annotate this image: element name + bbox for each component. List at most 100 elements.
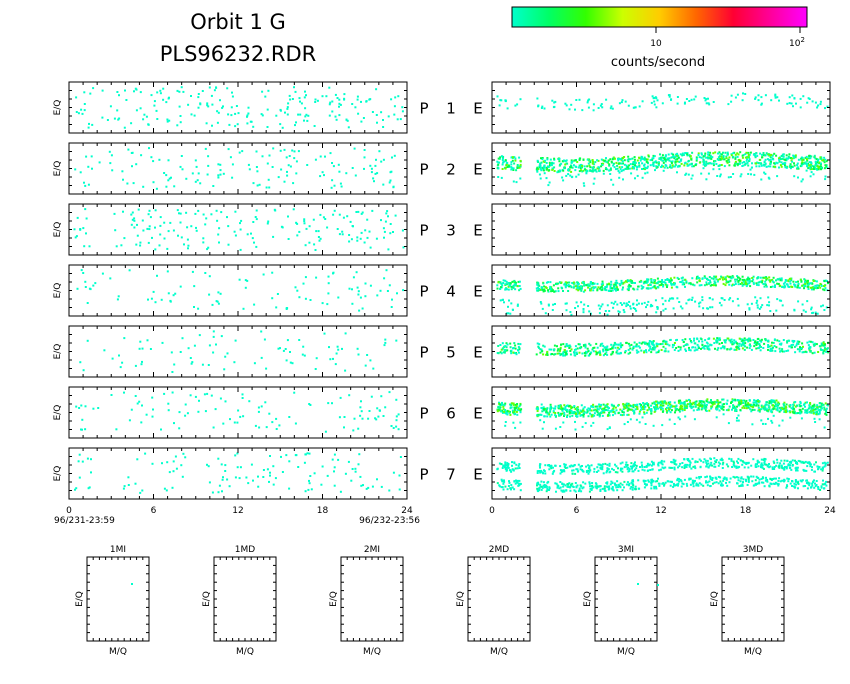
small-panel-xlabel: M/Q — [236, 647, 254, 657]
small-panel-ylabel: E/Q — [583, 591, 593, 607]
row-label-e-7: E — [473, 466, 482, 484]
start-time-label: 96/231-23:59 — [54, 516, 115, 526]
small-panel-title: 1MD — [235, 545, 255, 555]
title-line-1: Orbit 1 G — [190, 10, 286, 34]
row-label-e-6: E — [473, 405, 482, 423]
right-heatmap-6 — [496, 398, 829, 430]
small-panel-xlabel: M/Q — [363, 647, 381, 657]
small-panel-title: 3MD — [743, 545, 763, 555]
left-xtick-0: 0 — [66, 506, 72, 516]
small-panel-title: 2MI — [364, 545, 380, 555]
right-heatmap-2 — [496, 151, 828, 187]
row-label-e-3: E — [473, 222, 482, 240]
row-label-num-6: 6 — [446, 405, 456, 423]
right-heatmap-1 — [497, 92, 829, 111]
small-panel-title: 3MI — [618, 545, 634, 555]
left-heatmap-4 — [77, 269, 405, 312]
row-label-p-5: P — [419, 344, 428, 362]
row-label-e-1: E — [473, 100, 482, 118]
end-time-label: 96/232-23:56 — [359, 516, 420, 526]
row-label-p-7: P — [419, 466, 428, 484]
left-xtick-12: 12 — [232, 506, 243, 516]
row-label-p-3: P — [419, 222, 428, 240]
small-panel-ylabel: E/Q — [456, 591, 466, 607]
colorbar-label-10: 10 — [650, 39, 662, 49]
left-heatmap-6 — [75, 391, 399, 433]
right-heatmap-7 — [496, 457, 829, 493]
right-panel-3 — [492, 204, 830, 255]
row-label-e-5: E — [473, 344, 482, 362]
small-panel-ylabel: E/Q — [329, 591, 339, 607]
left-panel-7 — [69, 448, 407, 499]
small-panel-frame — [87, 557, 149, 641]
small-panel-frame — [341, 557, 403, 641]
left-ylabel-5: E/Q — [53, 344, 63, 360]
left-xtick-18: 18 — [317, 506, 329, 516]
small-panel-xlabel: M/Q — [109, 647, 127, 657]
colorbar-gradient — [512, 7, 807, 27]
row-label-num-5: 5 — [446, 344, 456, 362]
right-xtick-6: 6 — [574, 506, 580, 516]
right-heatmap-5 — [497, 337, 829, 357]
row-label-p-1: P — [419, 100, 428, 118]
left-ylabel-1: E/Q — [53, 100, 63, 116]
left-ylabel-2: E/Q — [53, 161, 63, 177]
right-xtick-24: 24 — [824, 506, 836, 516]
colorbar-label-100: 102 — [789, 36, 805, 49]
left-xtick-24: 24 — [401, 506, 413, 516]
row-label-p-4: P — [419, 283, 428, 301]
small-panel-frame — [214, 557, 276, 641]
small-panel-frame — [595, 557, 657, 641]
row-label-num-2: 2 — [446, 161, 456, 179]
left-heatmap-7 — [74, 452, 402, 494]
row-label-num-3: 3 — [446, 222, 456, 240]
small-panel-title: 2MD — [489, 545, 509, 555]
x-axes: 0 0 6 6 12 12 18 18 24 24 96/231-23:59 96/232-23:56 — [54, 506, 836, 526]
left-ylabel-4: E/Q — [53, 283, 63, 299]
small-panel-frame — [468, 557, 530, 641]
title-line-2: PLS96232.RDR — [160, 42, 317, 66]
row-label-num-1: 1 — [446, 100, 456, 118]
small-panel-ylabel: E/Q — [202, 591, 212, 607]
left-panel-6 — [69, 387, 407, 438]
left-heatmap-2 — [74, 147, 396, 190]
left-xtick-6: 6 — [151, 506, 157, 516]
left-ylabel-3: E/Q — [53, 222, 63, 238]
colorbar-title: counts/second — [611, 55, 705, 70]
right-xtick-12: 12 — [655, 506, 666, 516]
small-panel-2md: 2MD M/Q E/Q — [456, 545, 530, 657]
left-ylabel-6: E/Q — [53, 405, 63, 421]
row-label-e-4: E — [473, 283, 482, 301]
row-label-p-6: P — [419, 405, 428, 423]
small-panel-xlabel: M/Q — [617, 647, 635, 657]
row-label-e-2: E — [473, 161, 482, 179]
right-xtick-18: 18 — [740, 506, 752, 516]
small-panel-xlabel: M/Q — [490, 647, 508, 657]
small-panel-3mi: 3MI M/Q E/Q — [583, 545, 659, 657]
small-panel-1md: 1MD M/Q E/Q — [202, 545, 276, 657]
row-label-p-2: P — [419, 161, 428, 179]
row-label-num-4: 4 — [446, 283, 456, 301]
small-panel-ylabel: E/Q — [75, 591, 85, 607]
left-panel-2 — [69, 143, 407, 194]
right-xtick-0: 0 — [489, 506, 495, 516]
colorbar: 10 102 counts/second — [512, 7, 807, 70]
left-heatmap-1 — [75, 86, 404, 129]
left-panel-5 — [69, 326, 407, 377]
left-heatmap-5 — [79, 330, 397, 373]
small-panel-2mi: 2MI M/Q E/Q — [329, 545, 403, 657]
left-ylabel-7: E/Q — [53, 466, 63, 482]
small-panel-xlabel: M/Q — [744, 647, 762, 657]
small-panel-3md: 3MD M/Q E/Q — [710, 545, 784, 657]
row-label-num-7: 7 — [446, 466, 456, 484]
small-panel-ylabel: E/Q — [710, 591, 720, 607]
